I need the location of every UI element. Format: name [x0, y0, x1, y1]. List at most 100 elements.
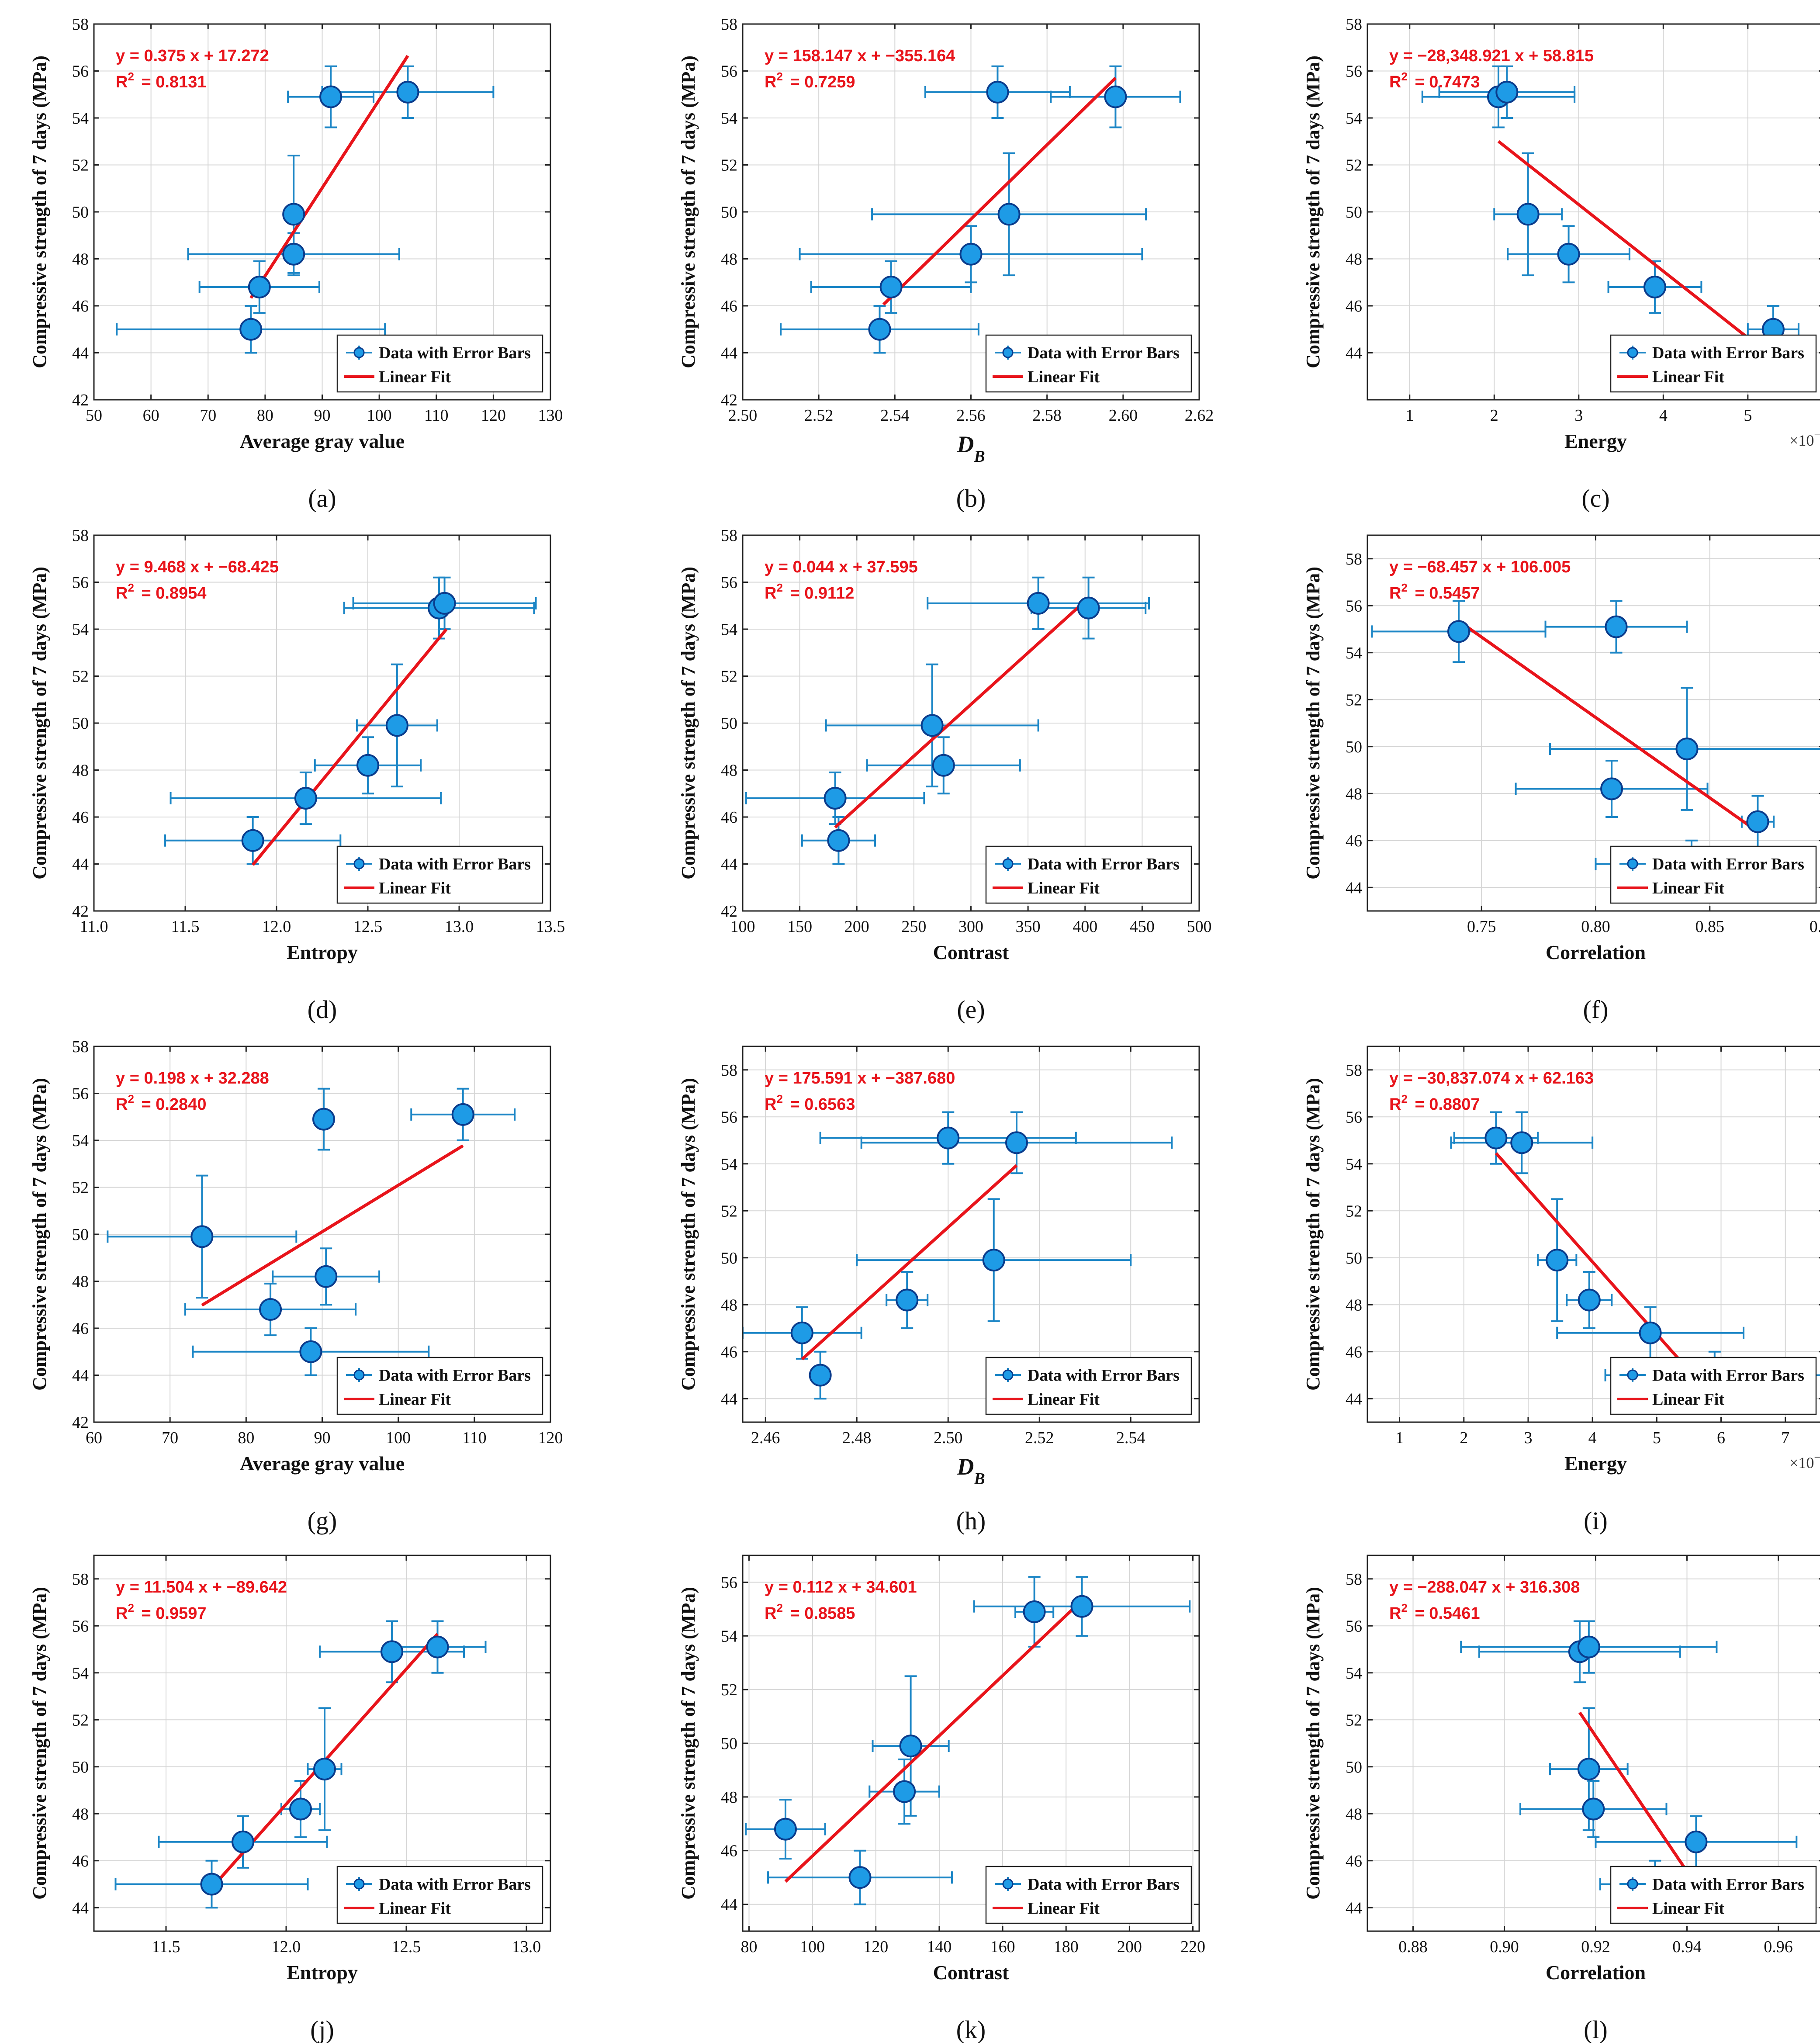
- plot-frame: [742, 23, 1200, 401]
- panel-h: 2.46 2.48 2.50 2.52 2.54 44 46 48 50 52 54 56 58 y = …: [678, 1046, 1200, 1535]
- r2-value: = 0.8585: [785, 1604, 855, 1623]
- x-axis-label: Correlation: [1546, 941, 1646, 963]
- data-layer: [107, 1087, 516, 1376]
- y-tick-label: 58: [721, 526, 737, 545]
- data-point: [1577, 1635, 1600, 1659]
- legend: Data with Error Bars Linear Fit: [336, 1866, 543, 1924]
- r2-value: = 0.5457: [1410, 584, 1480, 603]
- x-axis-label: Energy: [1564, 1452, 1627, 1475]
- y-tick-label: 48: [721, 1788, 737, 1807]
- r-squared: R2 = 0.8954: [116, 581, 206, 603]
- y-tick-label: 48: [721, 1296, 737, 1314]
- y-tick-label: 50: [72, 714, 89, 733]
- legend-marker: [1002, 347, 1014, 358]
- x-tick-label: 100: [386, 1429, 411, 1447]
- y-tick-label: 50: [1346, 203, 1362, 222]
- legend-label-fit: Linear Fit: [1028, 368, 1100, 386]
- y-tick-label: 48: [721, 250, 737, 269]
- legend: Data with Error Bars Linear Fit: [336, 334, 543, 393]
- legend-label-fit: Linear Fit: [1028, 879, 1100, 897]
- legend-label-data: Data with Error Bars: [379, 1875, 531, 1894]
- legend-marker: [353, 347, 365, 358]
- x-axis-label: DB: [956, 1454, 985, 1488]
- legend-label-data: Data with Error Bars: [1652, 344, 1804, 362]
- data-point: [1643, 276, 1666, 298]
- r2-value: = 0.2840: [137, 1095, 207, 1114]
- fit-equation: y = −68.457 x + 106.005: [1389, 558, 1571, 576]
- data-point: [319, 85, 343, 108]
- r2-value: = 0.8954: [137, 584, 207, 603]
- panel-d: 11.0 11.5 12.0 12.5 13.0 13.5 42 44 46 48 50 52 54 56…: [29, 526, 565, 1024]
- legend: Data with Error Bars Linear Fit: [1610, 845, 1817, 904]
- y-tick-label: 54: [1346, 1155, 1362, 1174]
- legend-box: [985, 1357, 1192, 1415]
- y-tick-label: 48: [72, 1273, 89, 1291]
- legend-label-data: Data with Error Bars: [1652, 1366, 1804, 1385]
- r2-letter: R: [1389, 73, 1401, 91]
- r2-superscript: 2: [128, 581, 134, 594]
- y-tick-label: 46: [1346, 832, 1362, 850]
- data-layer: [743, 1111, 1173, 1400]
- data-point: [848, 1866, 872, 1889]
- legend-box: [985, 1866, 1192, 1924]
- y-tick-label: 58: [72, 1570, 89, 1589]
- panel-caption: (a): [308, 484, 336, 512]
- x-tick-label: 350: [1016, 918, 1041, 936]
- legend-label-data: Data with Error Bars: [379, 1366, 531, 1385]
- x-tick-label: 2.50: [934, 1429, 963, 1447]
- y-tick-label: 46: [1346, 1852, 1362, 1870]
- data-point: [282, 242, 305, 266]
- legend: Data with Error Bars Linear Fit: [1610, 1866, 1817, 1924]
- y-tick-label: 52: [72, 1179, 89, 1197]
- panel-caption: (h): [956, 1506, 986, 1535]
- legend-label-fit: Linear Fit: [1652, 1390, 1724, 1409]
- x-tick-label: 80: [257, 406, 273, 425]
- r-squared: R2 = 0.5461: [1389, 1601, 1480, 1623]
- x-tick-label: 4: [1588, 1429, 1597, 1447]
- panel-l: 0.88 0.90 0.92 0.94 0.96 44 46 48 50 52 54 56 58 y = …: [1302, 1555, 1820, 2043]
- r-squared: R2 = 0.8585: [765, 1601, 855, 1623]
- x-tick-label: 2: [1460, 1429, 1468, 1447]
- y-tick-label: 44: [721, 344, 737, 363]
- y-tick-label: 54: [721, 109, 737, 128]
- legend-label-data: Data with Error Bars: [379, 855, 531, 873]
- data-point: [959, 242, 983, 266]
- y-axis-label: Compressive strength of 7 days (MPa): [678, 1587, 699, 1900]
- plot-frame: [93, 534, 551, 912]
- x-tick-label: 0.90: [1490, 1938, 1519, 1956]
- x-axis-label: Contrast: [933, 941, 1009, 963]
- fit-line: [882, 77, 1117, 306]
- x-tick-label: 90: [314, 406, 331, 425]
- data-layer: [745, 1576, 1191, 1905]
- fit-equation: y = 0.112 x + 34.601: [765, 1578, 917, 1596]
- panel-j: 11.5 12.0 12.5 13.0 44 46 48 50 52 54 56 58 y = 11.5…: [29, 1555, 551, 2043]
- y-tick-label: 54: [721, 1627, 737, 1645]
- x-tick-label: 11.0: [80, 918, 108, 936]
- y-tick-label: 52: [1346, 1711, 1362, 1729]
- x-tick-label: 110: [424, 406, 449, 425]
- data-point: [809, 1364, 832, 1387]
- r2-letter: R: [1389, 584, 1401, 603]
- data-point: [1516, 203, 1540, 226]
- y-tick-label: 46: [721, 808, 737, 827]
- r-squared: R2 = 0.7259: [765, 70, 855, 91]
- fit-equation: y = 175.591 x + −387.680: [765, 1069, 955, 1087]
- data-point: [896, 1288, 919, 1312]
- r2-superscript: 2: [776, 581, 782, 594]
- x-axis-label: DB: [956, 431, 985, 466]
- y-tick-label: 54: [72, 1132, 89, 1150]
- y-tick-label: 46: [1346, 1343, 1362, 1361]
- x-scale-exponent: −4: [1814, 1451, 1820, 1464]
- data-point: [294, 787, 317, 810]
- data-point: [426, 1635, 449, 1659]
- legend-marker: [1002, 858, 1014, 869]
- x-tick-label: 7: [1781, 1429, 1789, 1447]
- y-tick-label: 52: [1346, 156, 1362, 175]
- x-tick-label: 2.58: [1032, 406, 1062, 425]
- data-point: [1027, 592, 1050, 615]
- r2-superscript: 2: [776, 1601, 782, 1614]
- data-point: [232, 1830, 254, 1853]
- data-point: [1605, 615, 1628, 638]
- legend-marker: [1002, 1878, 1014, 1890]
- fit-line: [801, 1164, 1018, 1361]
